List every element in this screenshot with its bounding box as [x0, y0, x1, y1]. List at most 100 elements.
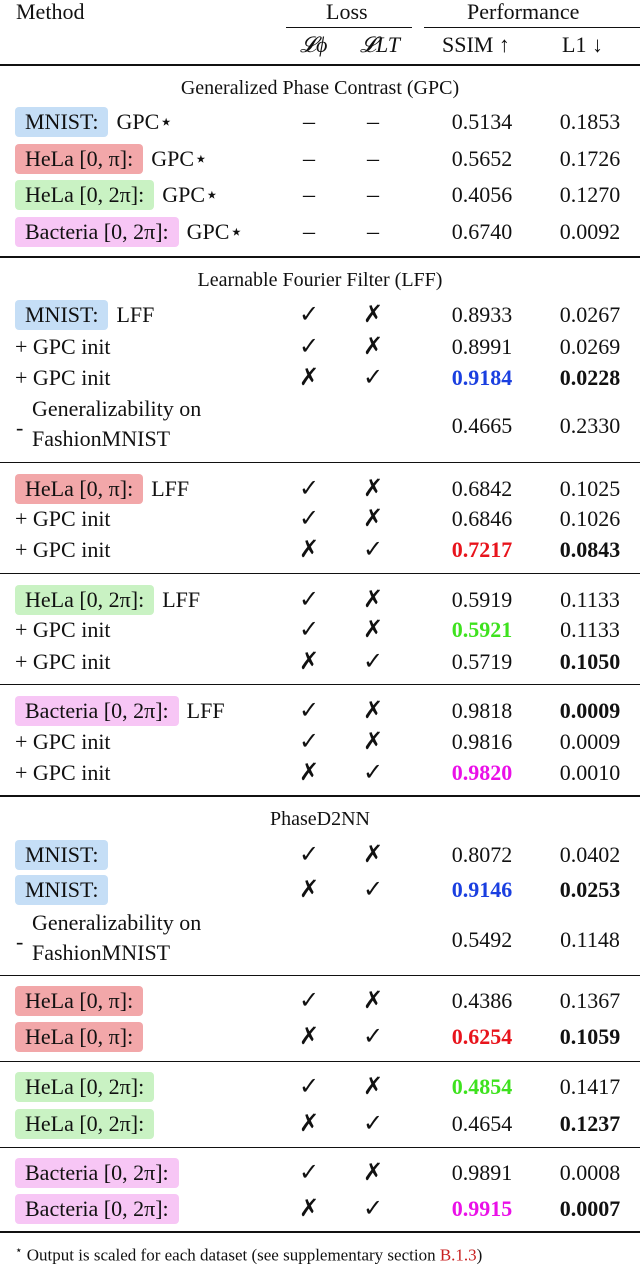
table-row: HeLa [0, π]: ✗ ✓ 0.6254 0.1059 — [0, 1021, 640, 1053]
l1-cell-best: 0.1237 — [559, 1111, 621, 1136]
header-performance-underline — [424, 27, 640, 28]
table-row: + GPC init ✗ ✓ 0.9184 0.0228 — [0, 362, 640, 394]
l1-cell-best: 0.0007 — [559, 1196, 621, 1221]
dataset-label: HeLa [0, π]: — [15, 986, 144, 1016]
loss-phi-cell: ✓ — [298, 698, 320, 724]
loss-phi-cell: ✓ — [298, 617, 320, 643]
group-rule — [0, 573, 640, 574]
group-rule — [0, 462, 640, 463]
method-label-line2: FashionMNIST — [32, 940, 171, 965]
loss-phi-cell: ✗ — [298, 1024, 320, 1050]
table-row: - Generalizability on FashionMNIST 0.549… — [0, 908, 640, 972]
ssim-cell: 0.5719 — [451, 649, 513, 674]
header-rule — [0, 64, 640, 66]
table-row: MNIST: ✓ ✗ 0.8072 0.0402 — [0, 839, 640, 871]
bottom-rule — [0, 1231, 640, 1233]
loss-phi-cell: ✗ — [298, 760, 320, 786]
footnote-text: Output is scaled for each dataset (see s… — [26, 1245, 440, 1265]
loss-lt-cell: – — [367, 146, 379, 172]
table-row: HeLa [0, π]: ✓ ✗ 0.4386 0.1367 — [0, 985, 640, 1017]
method-label: LFF — [162, 587, 201, 612]
loss-phi-cell: – — [303, 219, 315, 245]
section-lff-title: Learnable Fourier Filter (LFF) — [197, 269, 443, 291]
loss-phi-cell: ✓ — [298, 1074, 320, 1100]
ssim-cell: 0.5652 — [451, 146, 513, 171]
loss-lt-cell: ✗ — [362, 1160, 384, 1186]
method-label: Generalizability on FashionMNIST — [32, 908, 201, 968]
ssim-cell: 0.5492 — [451, 927, 513, 952]
loss-lt-cell: ✗ — [362, 842, 384, 868]
ssim-cell-best: 0.9184 — [451, 365, 513, 390]
loss-lt-cell: – — [367, 109, 379, 135]
section-rule — [0, 256, 640, 258]
method-label: GPC⋆ — [116, 109, 174, 134]
header-l1: L1 ↓ — [562, 32, 603, 57]
ssim-cell-best: 0.6254 — [451, 1024, 513, 1049]
dataset-label: Bacteria [0, 2π]: — [15, 696, 179, 726]
loss-phi-cell: – — [303, 182, 315, 208]
loss-phi-cell: ✓ — [298, 476, 320, 502]
section-d2nn-title: PhaseD2NN — [270, 808, 370, 830]
loss-lt-cell: ✓ — [362, 877, 384, 903]
table-row: HeLa [0, 2π]: LFF ✓ ✗ 0.5919 0.1133 — [0, 584, 640, 616]
l1-cell: 0.1148 — [560, 927, 620, 952]
loss-phi-cell: ✗ — [298, 1196, 320, 1222]
ssim-cell-best: 0.9915 — [451, 1196, 513, 1221]
table-row: HeLa [0, π]: GPC⋆ – – 0.5652 0.1726 — [0, 143, 640, 175]
loss-lt-cell: ✗ — [362, 302, 384, 328]
dataset-label: HeLa [0, 2π]: — [15, 585, 155, 615]
method-label-line1: Generalizability on — [32, 910, 202, 935]
loss-lt-cell: ✓ — [362, 1111, 384, 1137]
ssim-cell: 0.6846 — [451, 506, 513, 531]
loss-phi-cell: ✓ — [298, 302, 320, 328]
l1-cell-best: 0.1059 — [559, 1024, 621, 1049]
dash-marker: - — [16, 929, 24, 954]
loss-lt-cell: – — [367, 219, 379, 245]
l1-cell-best: 0.0228 — [559, 365, 621, 390]
method-label: + GPC init — [15, 729, 111, 754]
dataset-label: HeLa [0, 2π]: — [15, 1072, 155, 1102]
l1-cell: 0.1417 — [559, 1074, 621, 1099]
loss-phi-cell: ✗ — [298, 365, 320, 391]
header-ssim: SSIM ↑ — [442, 32, 510, 57]
ssim-cell: 0.4665 — [451, 413, 513, 438]
dataset-label: HeLa [0, π]: — [15, 144, 144, 174]
table-row: HeLa [0, 2π]: ✗ ✓ 0.4654 0.1237 — [0, 1108, 640, 1140]
ssim-cell: 0.4654 — [451, 1111, 513, 1136]
footnote-star: ⋆ — [15, 1243, 23, 1257]
footnote-link[interactable]: B.1.3 — [439, 1245, 477, 1265]
l1-cell: 0.1025 — [559, 476, 621, 501]
method-label: LFF — [116, 302, 155, 327]
method-label: LFF — [186, 698, 225, 723]
method-label: + GPC init — [15, 365, 111, 390]
table-row: HeLa [0, π]: LFF ✓ ✗ 0.6842 0.1025 — [0, 473, 640, 505]
dataset-label: MNIST: — [15, 840, 109, 870]
method-label: + GPC init — [15, 334, 111, 359]
table-row: MNIST: LFF ✓ ✗ 0.8933 0.0267 — [0, 299, 640, 331]
method-label: GPC⋆ — [151, 146, 208, 171]
loss-lt-cell: ✓ — [362, 1024, 384, 1050]
ssim-cell-best: 0.9146 — [451, 877, 513, 902]
dataset-label: HeLa [0, π]: — [15, 474, 144, 504]
l1-cell: 0.1726 — [559, 146, 621, 171]
table-row: + GPC init ✓ ✗ 0.5921 0.1133 — [0, 614, 640, 646]
method-label: + GPC init — [15, 537, 111, 562]
loss-lt-cell: ✓ — [362, 760, 384, 786]
ssim-cell: 0.8991 — [451, 334, 513, 359]
table-row: + GPC init ✓ ✗ 0.6846 0.1026 — [0, 503, 640, 535]
group-rule — [0, 1147, 640, 1148]
method-label: Generalizability on FashionMNIST — [32, 394, 201, 454]
dataset-label: HeLa [0, 2π]: — [15, 180, 155, 210]
loss-lt-cell: ✓ — [362, 537, 384, 563]
group-rule — [0, 684, 640, 685]
loss-phi-cell: ✗ — [298, 537, 320, 563]
loss-lt-cell: ✗ — [362, 587, 384, 613]
table-row: MNIST: ✗ ✓ 0.9146 0.0253 — [0, 874, 640, 906]
loss-phi-cell: – — [303, 109, 315, 135]
ssim-cell: 0.4386 — [451, 988, 513, 1013]
table-row: Bacteria [0, 2π]: ✓ ✗ 0.9891 0.0008 — [0, 1157, 640, 1189]
loss-lt-cell: ✗ — [362, 988, 384, 1014]
ssim-cell-best: 0.5921 — [451, 617, 513, 642]
method-label: GPC⋆ — [162, 182, 219, 207]
header-method: Method — [16, 0, 85, 24]
